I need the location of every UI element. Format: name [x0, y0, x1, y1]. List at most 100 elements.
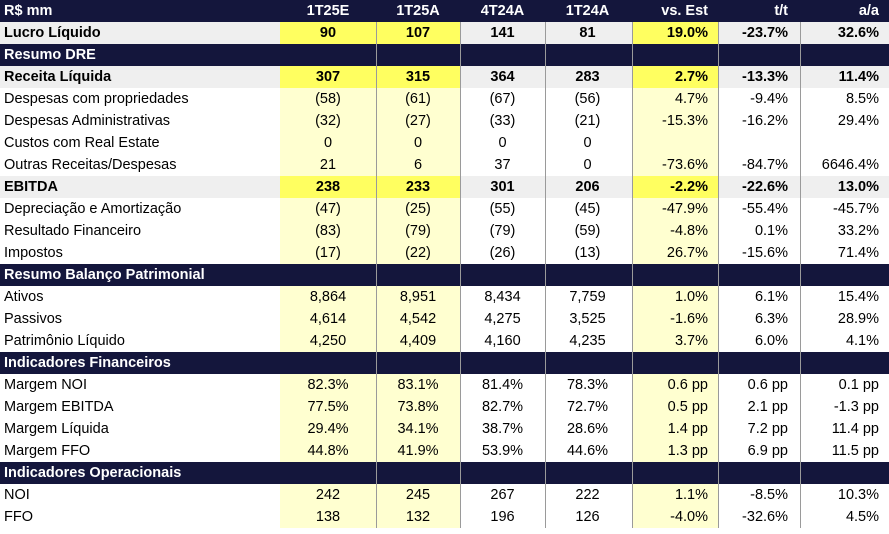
cell-t-t: 6.9 pp: [747, 443, 788, 459]
row-label: NOI: [4, 487, 30, 503]
cell-vs-est: -2.2%: [670, 179, 708, 195]
cell-a-a: 11.4%: [838, 69, 879, 85]
cell-t-t: 6.3%: [754, 311, 788, 327]
cell-1t25a: 4,409: [399, 333, 437, 349]
highlight-vs-est: [632, 484, 718, 506]
cell-vs-est: 0.6 pp: [667, 377, 708, 393]
cell-t-t: 2.1 pp: [747, 399, 788, 415]
cell-1t25a: 132: [405, 509, 431, 525]
highlight-vs-est: [632, 132, 718, 154]
cell-vs-est: 1.0%: [674, 289, 708, 305]
cell-1t25a: 6: [413, 157, 423, 173]
row-label: FFO: [4, 509, 33, 525]
table-row-lucro-liquido: Lucro Líquido 90 107 141 81 19.0% -23.7% 32.6%: [0, 22, 889, 44]
highlight-estimate-actual: [280, 242, 460, 264]
table-row-margem-ffo: Margem FFO 44.8% 41.9% 53.9% 44.6% 1.3 pp 6.9 …: [0, 440, 889, 462]
highlight-estimate-actual: [280, 176, 460, 198]
cell-t-t: 6.0%: [754, 333, 788, 349]
highlight-vs-est: [632, 88, 718, 110]
cell-vs-est: -1.6%: [670, 311, 708, 327]
section-title: Indicadores Operacionais: [4, 465, 182, 481]
cell-t-t: 7.2 pp: [747, 421, 788, 437]
cell-1t25a: (22): [405, 245, 431, 261]
cell-t-t: -16.2%: [742, 113, 788, 129]
column-header-1t24a: 1T24A: [565, 3, 610, 19]
cell-a-a: 10.3%: [837, 487, 879, 503]
highlight-vs-est: [632, 220, 718, 242]
cell-t-t: 0.1%: [754, 223, 788, 239]
cell-1t24a: (59): [574, 223, 601, 239]
table-row-resultado-financeiro: Resultado Financeiro (83) (79) (79) (59) -4.8…: [0, 220, 889, 242]
cell-1t25a: (79): [405, 223, 431, 239]
row-label: Impostos: [4, 245, 63, 261]
cell-a-a: 4.1%: [845, 333, 879, 349]
cell-a-a: 28.9%: [837, 311, 879, 327]
cell-1t25e: 90: [319, 25, 337, 41]
cell-1t24a: 0: [583, 135, 592, 151]
cell-1t25e: 8,864: [309, 289, 347, 305]
cell-4t24a: 8,434: [484, 289, 521, 305]
cell-1t24a: (45): [574, 201, 601, 217]
row-label: Depreciação e Amortização: [4, 201, 182, 217]
cell-1t24a: 44.6%: [566, 443, 609, 459]
cell-1t25a: 245: [405, 487, 431, 503]
cell-1t24a: 3,525: [569, 311, 606, 327]
cell-a-a: 8.5%: [845, 91, 879, 107]
cell-1t25a: (61): [405, 91, 431, 107]
cell-vs-est: -73.6%: [662, 157, 708, 173]
cell-1t25a: 233: [405, 179, 431, 195]
cell-4t24a: (79): [489, 223, 516, 239]
cell-t-t: -22.6%: [742, 179, 788, 195]
cell-1t24a: 0: [583, 157, 592, 173]
cell-vs-est: -4.8%: [670, 223, 708, 239]
cell-4t24a: 141: [490, 25, 515, 41]
cell-a-a: 6646.4%: [821, 157, 879, 173]
cell-1t24a: 7,759: [569, 289, 606, 305]
cell-1t24a: 126: [575, 509, 600, 525]
cell-1t25e: 4,614: [309, 311, 347, 327]
cell-4t24a: (26): [489, 245, 516, 261]
highlight-vs-est: [632, 198, 718, 220]
table-row-custos-com-real-estate: Custos com Real Estate 0 0 0 0: [0, 132, 889, 154]
cell-1t25e: 307: [315, 69, 341, 85]
highlight-estimate-actual: [280, 66, 460, 88]
cell-1t24a: (21): [574, 113, 601, 129]
highlight-estimate-actual: [280, 418, 460, 440]
cell-4t24a: 4,275: [484, 311, 521, 327]
cell-1t24a: 4,235: [569, 333, 606, 349]
table-row-noi: NOI 242 245 267 222 1.1% -8.5% 10.3%: [0, 484, 889, 506]
cell-1t25a: (25): [405, 201, 431, 217]
cell-vs-est: [632, 132, 718, 154]
cell-1t25a: 315: [405, 69, 431, 85]
cell-t-t: [718, 132, 800, 154]
cell-1t25e: (32): [315, 113, 341, 129]
header-unit-label: R$ mm: [4, 3, 53, 19]
cell-t-t: -15.6%: [742, 245, 788, 261]
table-row-ativos: Ativos 8,864 8,951 8,434 7,759 1.0% 6.1% 15.4%: [0, 286, 889, 308]
cell-vs-est: 1.1%: [674, 487, 708, 503]
cell-a-a: 33.2%: [837, 223, 879, 239]
section-title: Resumo Balanço Patrimonial: [4, 267, 205, 283]
cell-t-t: -55.4%: [742, 201, 788, 217]
cell-a-a: -45.7%: [833, 201, 879, 217]
column-divider: [376, 22, 377, 528]
highlight-vs-est: [632, 506, 718, 528]
highlight-estimate-actual: [280, 220, 460, 242]
highlight-estimate-actual: [280, 374, 460, 396]
highlight-vs-est: [632, 308, 718, 330]
highlight-vs-est: [632, 66, 718, 88]
table-row-receita-liquida: Receita Líquida 307 315 364 283 2.7% -13.3% 11.…: [0, 66, 889, 88]
cell-1t25e: 82.3%: [307, 377, 349, 393]
table-row-depreciacao-e-amortizacao: Depreciação e Amortização (47) (25) (55) (45…: [0, 198, 889, 220]
cell-1t25e: (17): [315, 245, 341, 261]
cell-4t24a: 301: [490, 179, 515, 195]
highlight-estimate-actual: [280, 110, 460, 132]
cell-1t25a: 8,951: [399, 289, 437, 305]
cell-4t24a: 267: [490, 487, 515, 503]
row-label: Ativos: [4, 289, 44, 305]
cell-vs-est: 1.4 pp: [667, 421, 708, 437]
highlight-vs-est: [632, 440, 718, 462]
cell-vs-est: -47.9%: [662, 201, 708, 217]
column-divider: [632, 22, 633, 528]
cell-1t24a: 28.6%: [566, 421, 609, 437]
